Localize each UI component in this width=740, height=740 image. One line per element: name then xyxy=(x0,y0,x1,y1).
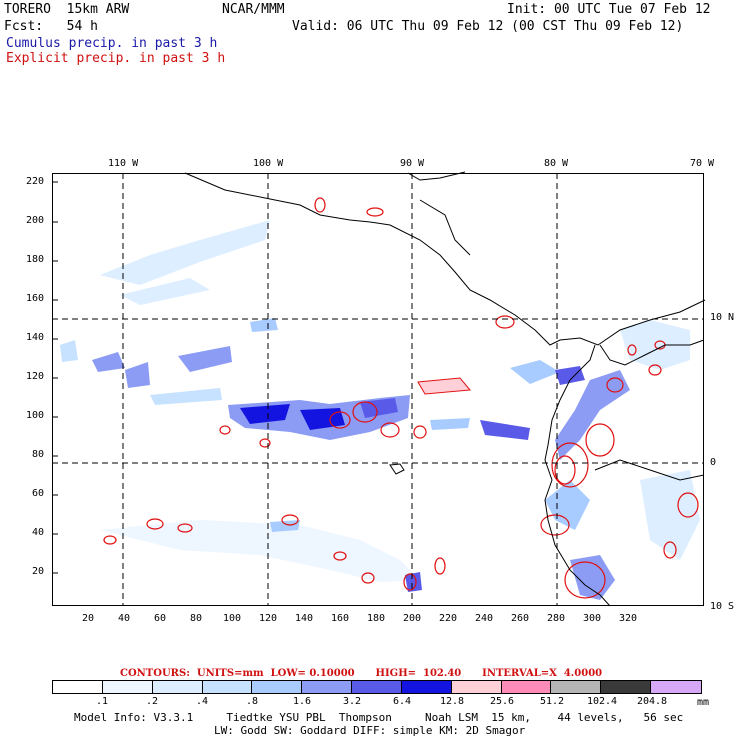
legend-label: 6.4 xyxy=(392,696,412,707)
legend-swatch xyxy=(551,681,602,693)
y-label: 140 xyxy=(26,332,45,343)
legend-swatch xyxy=(152,681,203,693)
forecast-hour: Fcst: 54 h xyxy=(4,19,98,34)
x-label: 280 xyxy=(547,613,566,624)
center-label: NCAR/MMM xyxy=(222,2,285,17)
y-label: 60 xyxy=(32,488,45,499)
map-frame xyxy=(52,173,704,606)
x-label: 220 xyxy=(439,613,458,624)
lon-label-110w: 110 W xyxy=(108,158,139,169)
x-label: 120 xyxy=(259,613,278,624)
lon-label-80w: 80 W xyxy=(544,158,569,169)
x-label: 80 xyxy=(190,613,203,624)
legend-label: 51.2 xyxy=(539,696,565,707)
model-title: TORERO 15km ARW xyxy=(4,2,130,17)
legend-swatch xyxy=(53,681,103,693)
lat-label-0: 0 xyxy=(710,457,717,468)
lat-label-10s: 10 S xyxy=(710,601,735,612)
legend-swatch xyxy=(102,681,153,693)
legend-swatch xyxy=(202,681,253,693)
x-label: 300 xyxy=(583,613,602,624)
legend-label: 204.8 xyxy=(636,696,668,707)
x-label: 140 xyxy=(295,613,314,624)
x-label: 240 xyxy=(475,613,494,624)
legend-swatch xyxy=(302,681,353,693)
legend-swatch xyxy=(252,681,303,693)
legend-unit: mm xyxy=(697,697,710,708)
x-label: 40 xyxy=(118,613,131,624)
y-label: 80 xyxy=(32,449,45,460)
graticule xyxy=(52,173,704,606)
legend-label: 3.2 xyxy=(342,696,362,707)
y-label: 100 xyxy=(26,410,45,421)
explicit-precip-contours xyxy=(103,197,699,599)
axis-ticks xyxy=(52,181,58,574)
init-time: Init: 00 UTC Tue 07 Feb 12 xyxy=(507,2,711,17)
x-label: 160 xyxy=(331,613,350,624)
x-label: 20 xyxy=(82,613,95,624)
legend-label: .8 xyxy=(245,696,259,707)
x-label: 100 xyxy=(223,613,242,624)
legend-label: 102.4 xyxy=(586,696,618,707)
valid-time: Valid: 06 UTC Thu 09 Feb 12 (00 CST Thu … xyxy=(292,19,684,34)
y-label: 220 xyxy=(26,176,45,187)
legend-label: 25.6 xyxy=(489,696,515,707)
field-explicit-label: Explicit precip. in past 3 h xyxy=(6,51,226,66)
x-label: 60 xyxy=(154,613,167,624)
legend-swatch xyxy=(451,681,502,693)
lat-label-10n: 10 N xyxy=(710,312,735,323)
x-label: 200 xyxy=(403,613,422,624)
field-cumulus-label: Cumulus precip. in past 3 h xyxy=(6,36,218,51)
x-label: 180 xyxy=(367,613,386,624)
legend-label: .2 xyxy=(145,696,159,707)
model-info-line2: LW: Godd SW: Goddard DIFF: simple KM: 2D… xyxy=(214,724,526,737)
y-label: 20 xyxy=(32,566,45,577)
lon-label-90w: 90 W xyxy=(400,158,425,169)
contour-info: CONTOURS: UNITS=mm LOW= 0.10000 HIGH= 10… xyxy=(120,668,603,679)
legend-swatch xyxy=(501,681,552,693)
legend-swatch xyxy=(601,681,652,693)
lon-label-70w: 70 W xyxy=(690,158,715,169)
legend-swatch xyxy=(651,681,701,693)
y-label: 120 xyxy=(26,371,45,382)
lon-label-100w: 100 W xyxy=(253,158,284,169)
legend-swatch xyxy=(352,681,402,693)
model-info-line1: Model Info: V3.3.1 Tiedtke YSU PBL Thomp… xyxy=(74,711,684,724)
legend-swatch xyxy=(401,681,452,693)
y-label: 160 xyxy=(26,293,45,304)
x-label: 320 xyxy=(619,613,638,624)
legend-label: 12.8 xyxy=(439,696,465,707)
legend-label: 1.6 xyxy=(292,696,312,707)
legend-label: .4 xyxy=(195,696,209,707)
y-label: 200 xyxy=(26,215,45,226)
coastlines xyxy=(184,171,706,607)
color-legend xyxy=(52,680,702,694)
y-label: 40 xyxy=(32,527,45,538)
y-label: 180 xyxy=(26,254,45,265)
x-label: 260 xyxy=(511,613,530,624)
legend-label: .1 xyxy=(95,696,109,707)
